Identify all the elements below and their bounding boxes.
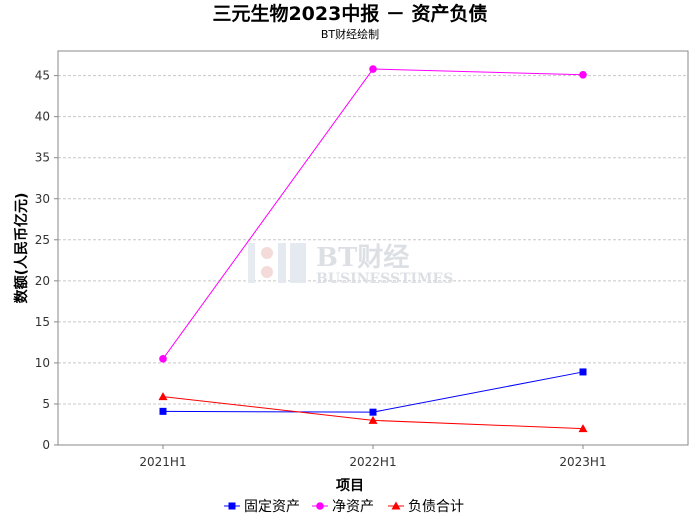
watermark-logo-bar: [248, 243, 255, 283]
series-1: [159, 65, 587, 363]
x-tick-label: 2022H1: [349, 455, 396, 469]
y-tick-label: 0: [42, 438, 50, 452]
watermark-tagline: BUSINESSTIMES: [316, 271, 453, 287]
legend-label: 净资产: [332, 499, 374, 515]
legend-item: 负债合计: [388, 499, 464, 515]
data-point: [369, 408, 377, 416]
y-tick-label: 45: [35, 69, 50, 83]
watermark-logo-bar: [278, 243, 286, 283]
legend-marker: [228, 502, 236, 510]
data-point: [579, 368, 587, 376]
y-axis-label: 数额(人民币亿元): [13, 193, 30, 304]
x-axis-ticks: 2021H1 2022H1 2023H1: [139, 445, 607, 469]
y-tick-label: 30: [35, 192, 50, 206]
watermark-logo-dot: [261, 266, 273, 278]
y-tick-label: 35: [35, 151, 50, 165]
y-axis-ticks: 0 5 10 15 20 25 30 35 40 45: [35, 69, 58, 452]
y-tick-label: 25: [35, 233, 50, 247]
chart-subtitle: BT财经绘制: [321, 27, 379, 41]
y-tick-label: 20: [35, 274, 50, 288]
legend-item: 净资产: [312, 499, 374, 515]
chart-title: 三元生物2023中报 － 资产负债: [212, 2, 487, 25]
data-point: [369, 65, 377, 73]
watermark-brand: BT财经: [316, 242, 409, 273]
series-layer: [158, 65, 588, 433]
x-axis-label: 项目: [336, 478, 364, 494]
data-point: [158, 392, 168, 401]
data-point: [159, 355, 167, 363]
data-point: [159, 407, 167, 415]
data-point: [368, 415, 378, 424]
y-tick-label: 10: [35, 356, 50, 370]
legend-label: 负债合计: [408, 499, 464, 515]
y-tick-label: 15: [35, 315, 50, 329]
legend: 固定资产 净资产 负债合计: [224, 499, 464, 515]
watermark-logo-dot: [261, 247, 273, 259]
series-2: [158, 392, 588, 433]
legend-label: 固定资产: [244, 499, 300, 515]
legend-marker: [316, 502, 324, 510]
data-point: [579, 71, 587, 79]
legend-marker: [391, 501, 401, 510]
x-tick-label: 2021H1: [139, 455, 186, 469]
x-tick-label: 2023H1: [559, 455, 606, 469]
y-tick-label: 5: [42, 397, 50, 411]
data-point: [578, 424, 588, 433]
y-tick-label: 40: [35, 110, 50, 124]
watermark: BT财经 BUSINESSTIMES: [248, 242, 453, 287]
legend-item: 固定资产: [224, 499, 300, 515]
series-0: [159, 368, 587, 416]
watermark-logo-bar: [290, 243, 306, 283]
